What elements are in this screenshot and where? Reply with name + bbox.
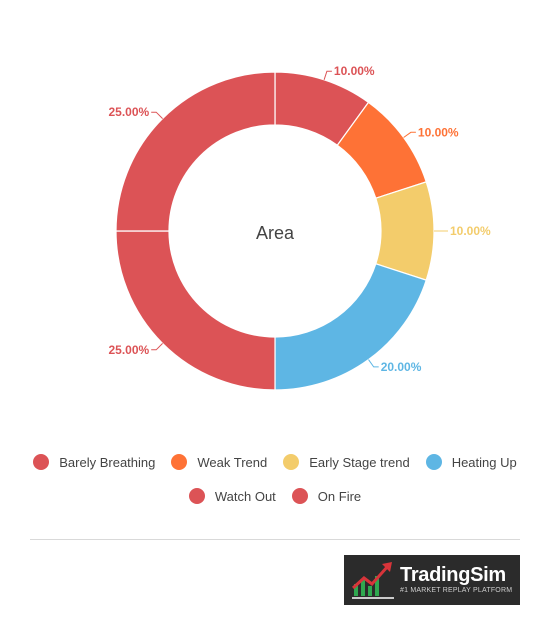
slice-connector-0 [323,70,332,80]
legend-marker [33,454,50,470]
legend-item[interactable]: Weak Trend [171,454,267,470]
legend-label: Early Stage trend [309,454,410,470]
slice-4[interactable] [115,230,276,391]
slice-label-2: 10.00% [450,224,491,238]
logo-name: TradingSim [400,564,506,586]
tradingsim-logo[interactable]: TradingSim #1 MARKET REPLAY PLATFORM [344,555,520,605]
slice-connector-4 [151,343,163,351]
logo-tagline: #1 MARKET REPLAY PLATFORM [400,587,513,594]
slice-connector-3 [368,359,379,368]
slice-label-1: 10.00% [418,125,459,139]
legend-row-1: Barely Breathing Weak Trend Early Stage tr… [0,454,550,470]
legend-label: Barely Breathing [59,454,156,470]
legend-label: Heating Up [451,454,517,470]
legend-marker [425,454,442,470]
slice-connector-1 [403,131,416,138]
legend-label: Weak Trend [197,454,268,470]
legend-item[interactable]: Early Stage trend [283,454,410,470]
legend-marker [283,454,300,470]
legend-marker [291,488,308,504]
legend-label: On Fire [317,488,362,504]
legend-row-2: Watch Out On Fire [0,488,550,504]
legend-item[interactable]: Barely Breathing [33,454,155,470]
slice-label-4: 25.00% [108,343,149,357]
divider [30,539,520,540]
legend-label: Watch Out [214,488,276,504]
legend-item[interactable]: Watch Out [188,488,276,504]
slice-5[interactable] [115,71,276,232]
legend-item[interactable]: On Fire [291,488,362,504]
slice-label-3: 20.00% [381,360,422,374]
slice-label-5: 25.00% [108,105,149,119]
legend-marker [171,454,188,470]
chart-center-label: Area [256,223,295,243]
slice-connector-5 [151,111,163,119]
slice-2[interactable] [375,181,435,281]
legend-marker [188,488,205,504]
legend-item[interactable]: Heating Up [425,454,517,470]
donut-chart: 10.00% 10.00% 10.00% 20.00% 25.00% 25.00% Are… [108,64,491,391]
chart-arrow-icon [351,562,394,599]
slice-label-0: 10.00% [334,64,375,78]
